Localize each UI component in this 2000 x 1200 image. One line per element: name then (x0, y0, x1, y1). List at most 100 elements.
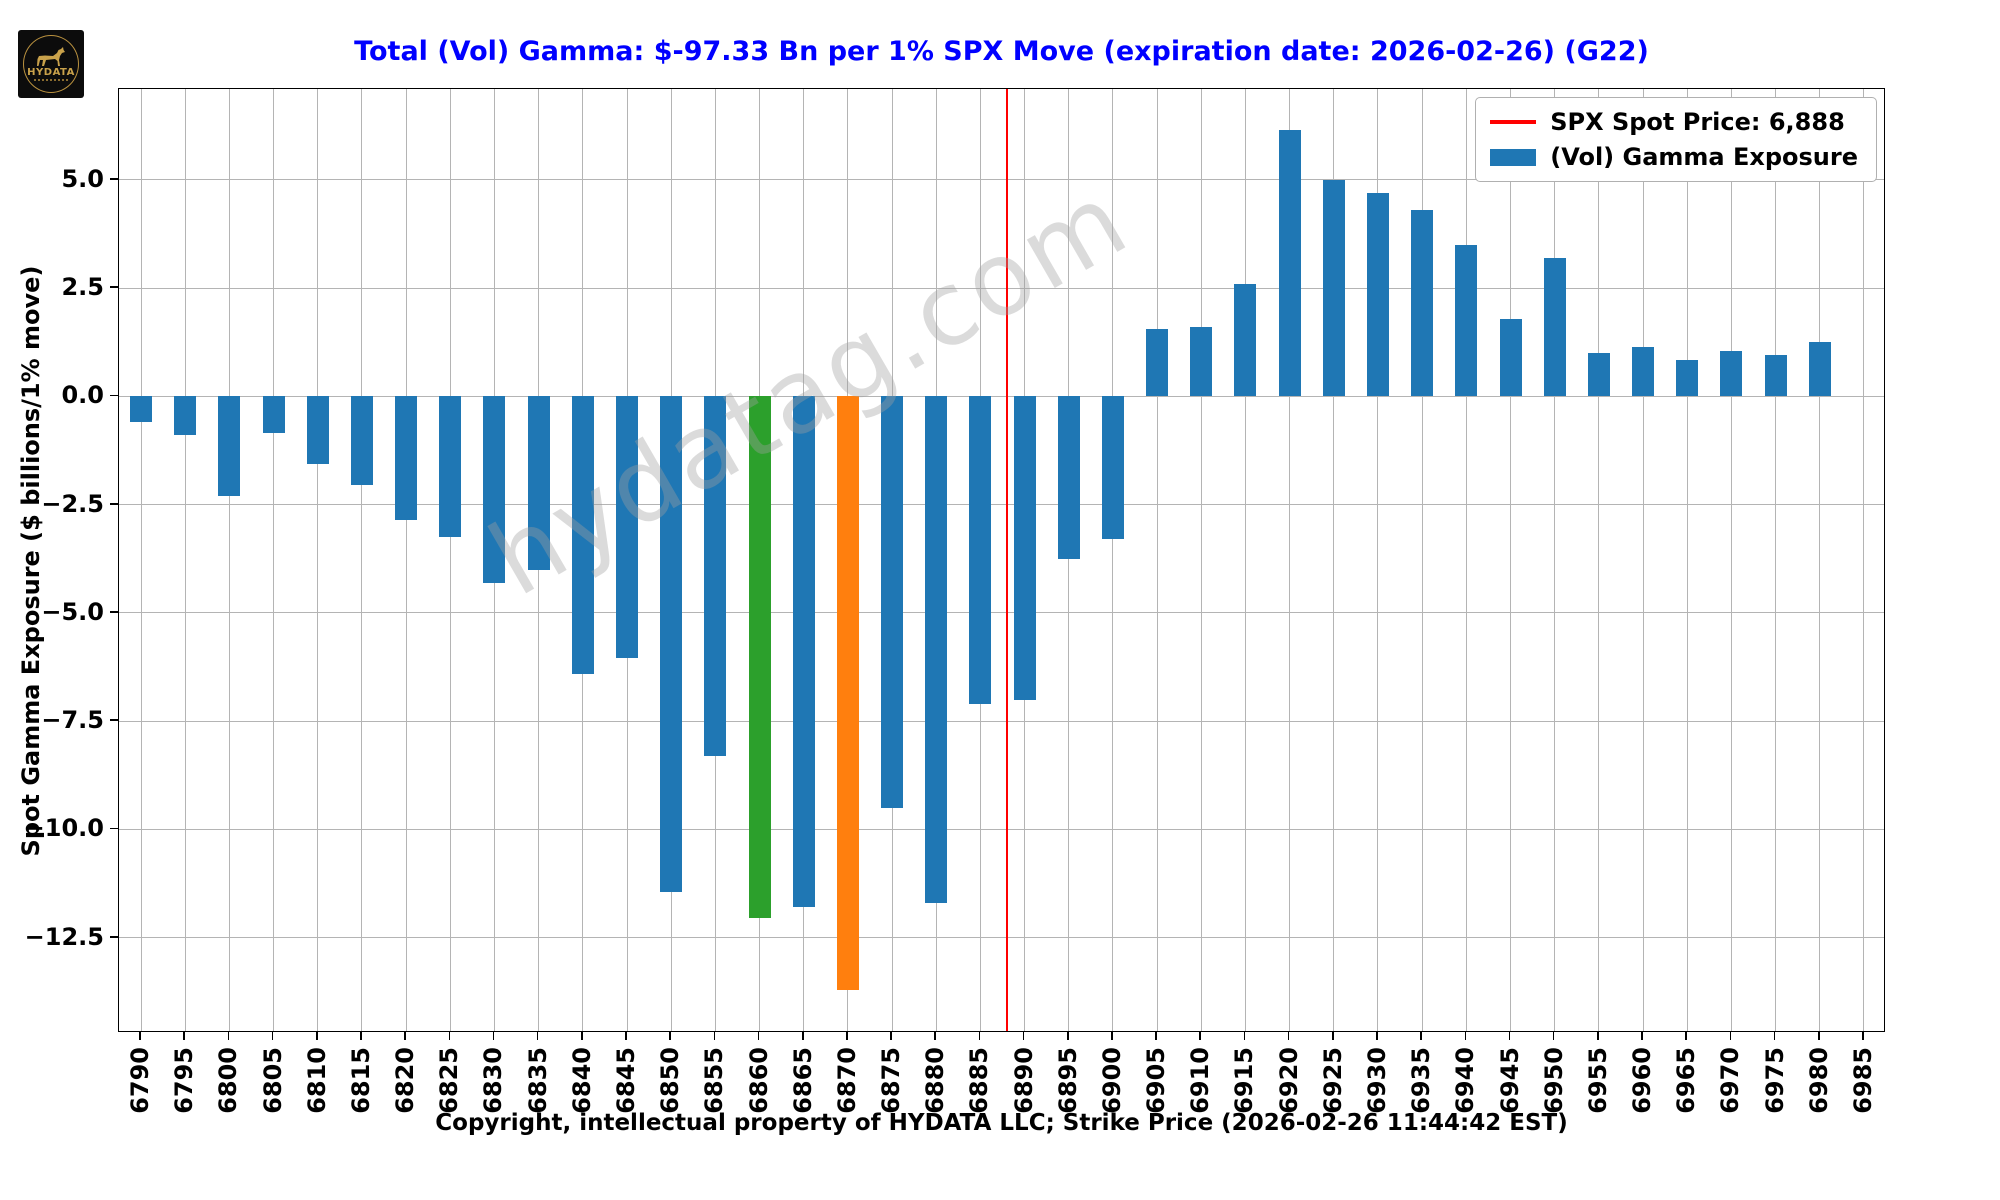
y-axis-tick (110, 394, 118, 397)
x-axis-tick (536, 1032, 539, 1040)
gridline-v (184, 89, 186, 1031)
bar-6810 (306, 396, 329, 464)
y-tick-label: 0.0 (61, 381, 104, 410)
bar-6930 (1366, 192, 1389, 397)
bar-6875 (881, 396, 904, 808)
gridline-v (317, 89, 319, 1031)
gridline-h (119, 287, 1884, 289)
x-axis-tick (801, 1032, 804, 1040)
bar-6795 (174, 396, 197, 436)
gridline-v (1819, 89, 1821, 1031)
legend-spot-label: SPX Spot Price: 6,888 (1550, 108, 1845, 136)
x-axis-tick (315, 1032, 318, 1040)
bar-6945 (1499, 318, 1522, 397)
gridline-v (1642, 89, 1644, 1031)
x-axis-tick (139, 1032, 141, 1040)
legend-gamma-label: (Vol) Gamma Exposure (1550, 143, 1858, 171)
bar-6830 (483, 396, 506, 583)
x-axis-tick (227, 1032, 230, 1040)
bar-6965 (1676, 359, 1699, 397)
bar-6980 (1808, 342, 1831, 397)
x-axis-tick (448, 1032, 451, 1040)
bar-6960 (1632, 346, 1655, 397)
gridline-v (1289, 89, 1291, 1031)
x-axis-tick (890, 1032, 892, 1040)
bar-6950 (1543, 257, 1566, 397)
bar-6920 (1278, 130, 1301, 397)
gridline-v (1730, 89, 1732, 1031)
x-axis-tick (1111, 1032, 1113, 1040)
bar-6910 (1190, 327, 1213, 397)
bar-6815 (350, 396, 373, 486)
gridline-v (1156, 89, 1158, 1031)
gridline-h (119, 504, 1884, 506)
x-axis-tick (1376, 1032, 1378, 1040)
x-axis-tick (492, 1032, 495, 1040)
y-tick-label: −7.5 (41, 706, 104, 735)
bar-6955 (1587, 353, 1610, 397)
legend-row-gamma: (Vol) Gamma Exposure (1490, 143, 1858, 171)
x-axis-tick (1552, 1032, 1555, 1040)
x-axis-tick (846, 1032, 848, 1040)
gridline-v (1465, 89, 1467, 1031)
bar-6850 (660, 396, 683, 893)
x-axis-tick (360, 1032, 362, 1040)
bar-6925 (1322, 179, 1345, 397)
x-axis-tick (1773, 1032, 1776, 1040)
legend-row-spot: SPX Spot Price: 6,888 (1490, 108, 1858, 136)
copyright-footer: Copyright, intellectual property of HYDA… (435, 1110, 1568, 1136)
x-axis-tick (1243, 1032, 1246, 1040)
gridline-v (1068, 89, 1070, 1031)
bar-6820 (395, 396, 418, 520)
x-axis-tick (669, 1032, 671, 1040)
y-tick-label: 5.0 (61, 164, 104, 193)
bar-6855 (704, 396, 727, 756)
gridline-v (1421, 89, 1423, 1031)
bar-6940 (1455, 244, 1478, 397)
x-axis-tick (625, 1032, 627, 1040)
y-tick-label: −12.5 (24, 922, 104, 951)
bar-6845 (616, 396, 638, 659)
gridline-h (119, 828, 1884, 830)
gridline-v (1377, 89, 1379, 1031)
bar-6915 (1234, 283, 1257, 397)
gridline-v (1200, 89, 1202, 1031)
x-axis-tick (1508, 1032, 1511, 1040)
gridline-v (1775, 89, 1777, 1031)
gamma-exposure-swatch (1490, 148, 1537, 166)
gridline-h (119, 720, 1884, 722)
x-axis-tick (1287, 1032, 1290, 1040)
y-axis-tick (110, 827, 118, 830)
legend: SPX Spot Price: 6,888 (Vol) Gamma Exposu… (1475, 97, 1877, 182)
y-axis-tick (110, 178, 118, 180)
y-axis-tick (110, 502, 118, 505)
gridline-v (1863, 89, 1865, 1031)
x-axis-tick (404, 1032, 406, 1040)
gridline-v (1554, 89, 1556, 1031)
bar-6905 (1146, 329, 1169, 397)
x-axis-tick (183, 1032, 186, 1040)
x-axis-tick (978, 1032, 981, 1040)
x-axis-tick (1817, 1032, 1820, 1040)
gridline-v (273, 89, 275, 1031)
x-axis-tick (581, 1032, 583, 1040)
y-axis-tick (110, 935, 118, 938)
gridline-h (119, 179, 1884, 181)
gridline-v (1244, 89, 1246, 1031)
gridline-v (449, 89, 451, 1031)
hydata-logo: HYDATA (18, 30, 84, 98)
bar-6880 (925, 396, 948, 904)
y-axis-tick (110, 719, 118, 721)
x-axis-tick (1685, 1032, 1687, 1040)
y-tick-label: 2.5 (61, 273, 104, 302)
y-tick-label: −2.5 (41, 489, 104, 518)
bar-6790 (130, 396, 153, 423)
x-axis-tick (1641, 1032, 1643, 1040)
bar-6900 (1101, 396, 1124, 540)
x-axis-tick (1597, 1032, 1599, 1040)
y-axis-label: Spot Gamma Exposure ($ billions/1% move) (17, 265, 45, 857)
bar-6860 (748, 396, 771, 919)
bar-6835 (527, 396, 550, 570)
bar-6935 (1411, 210, 1434, 397)
